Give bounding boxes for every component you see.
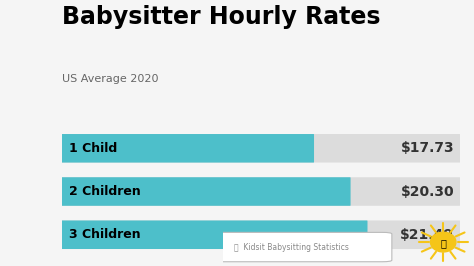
Text: 1 Child: 1 Child bbox=[69, 142, 117, 155]
Text: Babysitter Hourly Rates: Babysitter Hourly Rates bbox=[62, 5, 380, 29]
FancyBboxPatch shape bbox=[61, 134, 314, 163]
Text: 👶: 👶 bbox=[440, 238, 446, 248]
Text: $17.73: $17.73 bbox=[401, 141, 454, 155]
Text: 2 Children: 2 Children bbox=[69, 185, 140, 198]
FancyBboxPatch shape bbox=[213, 232, 392, 262]
Text: $21.49: $21.49 bbox=[400, 228, 454, 242]
Text: 🔍  Kidsit Babysitting Statistics: 🔍 Kidsit Babysitting Statistics bbox=[235, 243, 349, 252]
Text: 3 Children: 3 Children bbox=[69, 228, 140, 241]
Text: $20.30: $20.30 bbox=[401, 185, 454, 198]
FancyBboxPatch shape bbox=[61, 221, 367, 249]
FancyBboxPatch shape bbox=[61, 134, 460, 163]
FancyBboxPatch shape bbox=[61, 177, 460, 206]
Circle shape bbox=[430, 232, 456, 252]
FancyBboxPatch shape bbox=[61, 177, 351, 206]
Text: US Average 2020: US Average 2020 bbox=[62, 74, 158, 85]
FancyBboxPatch shape bbox=[61, 221, 460, 249]
